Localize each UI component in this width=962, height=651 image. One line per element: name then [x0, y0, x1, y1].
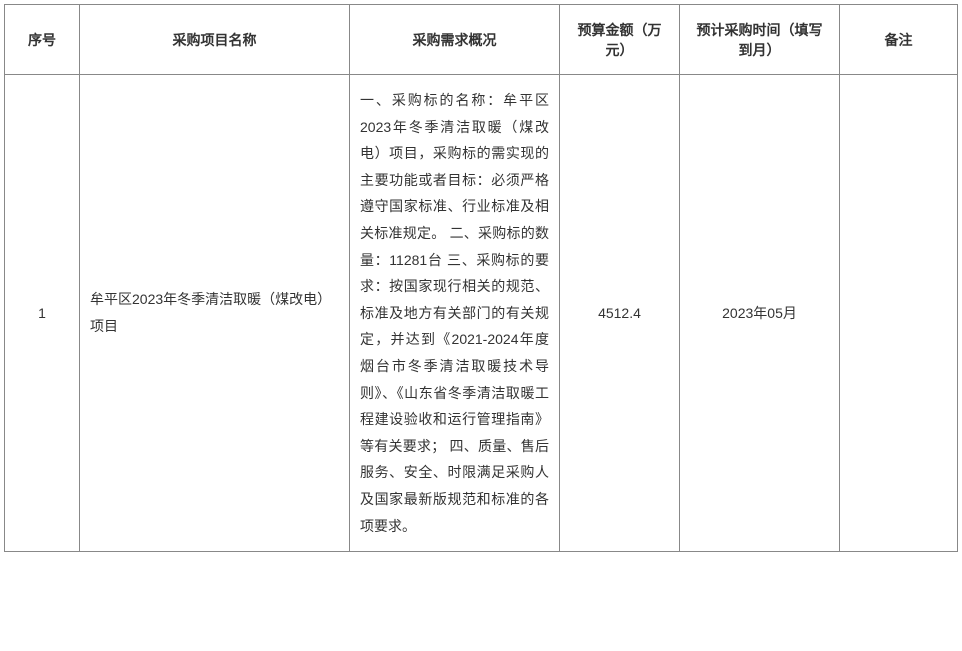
header-remark: 备注 — [840, 5, 958, 75]
cell-project-name: 牟平区2023年冬季清洁取暖（煤改电）项目 — [80, 75, 350, 552]
table-header: 序号 采购项目名称 采购需求概况 预算金额（万元） 预计采购时间（填写到月） 备… — [5, 5, 958, 75]
cell-seq: 1 — [5, 75, 80, 552]
procurement-table: 序号 采购项目名称 采购需求概况 预算金额（万元） 预计采购时间（填写到月） 备… — [4, 4, 958, 552]
cell-remark — [840, 75, 958, 552]
header-requirement: 采购需求概况 — [350, 5, 560, 75]
table-row: 1 牟平区2023年冬季清洁取暖（煤改电）项目 一、采购标的名称：牟平区2023… — [5, 75, 958, 552]
table-body: 1 牟平区2023年冬季清洁取暖（煤改电）项目 一、采购标的名称：牟平区2023… — [5, 75, 958, 552]
header-project-name: 采购项目名称 — [80, 5, 350, 75]
header-seq: 序号 — [5, 5, 80, 75]
header-time: 预计采购时间（填写到月） — [680, 5, 840, 75]
header-budget: 预算金额（万元） — [560, 5, 680, 75]
cell-time: 2023年05月 — [680, 75, 840, 552]
cell-budget: 4512.4 — [560, 75, 680, 552]
cell-requirement: 一、采购标的名称：牟平区2023年冬季清洁取暖（煤改电）项目，采购标的需实现的主… — [350, 75, 560, 552]
header-row: 序号 采购项目名称 采购需求概况 预算金额（万元） 预计采购时间（填写到月） 备… — [5, 5, 958, 75]
